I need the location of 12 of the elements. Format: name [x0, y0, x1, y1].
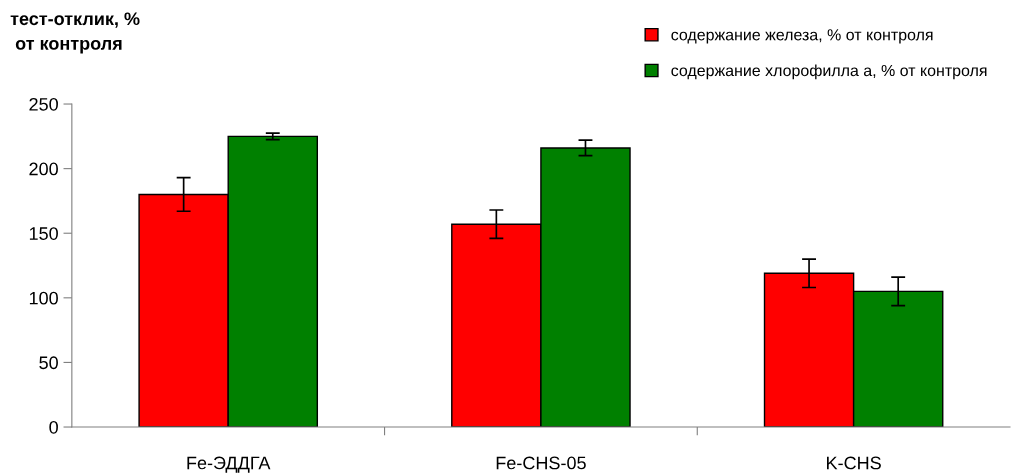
x-tick-label: K-CHS [827, 456, 881, 470]
legend-label: содержание хлорофилла а, % от контроля [671, 64, 987, 80]
y-tick-label: 250 [29, 97, 58, 111]
y-tick-label: 150 [29, 227, 58, 240]
legend-label: содержание железа, % от контроля [671, 29, 933, 44]
y-tick-label: 200 [29, 162, 58, 176]
y-tick-label: 50 [39, 356, 58, 370]
y-axis-title: тест-отклик, % от контроля [10, 12, 140, 54]
x-tick-label: Fe-ЭДДГА [187, 456, 271, 473]
y-tick-label: 0 [49, 420, 58, 434]
x-tick-label: Fe-CHS-05 [496, 456, 586, 470]
y-tick-label: 100 [29, 291, 58, 305]
